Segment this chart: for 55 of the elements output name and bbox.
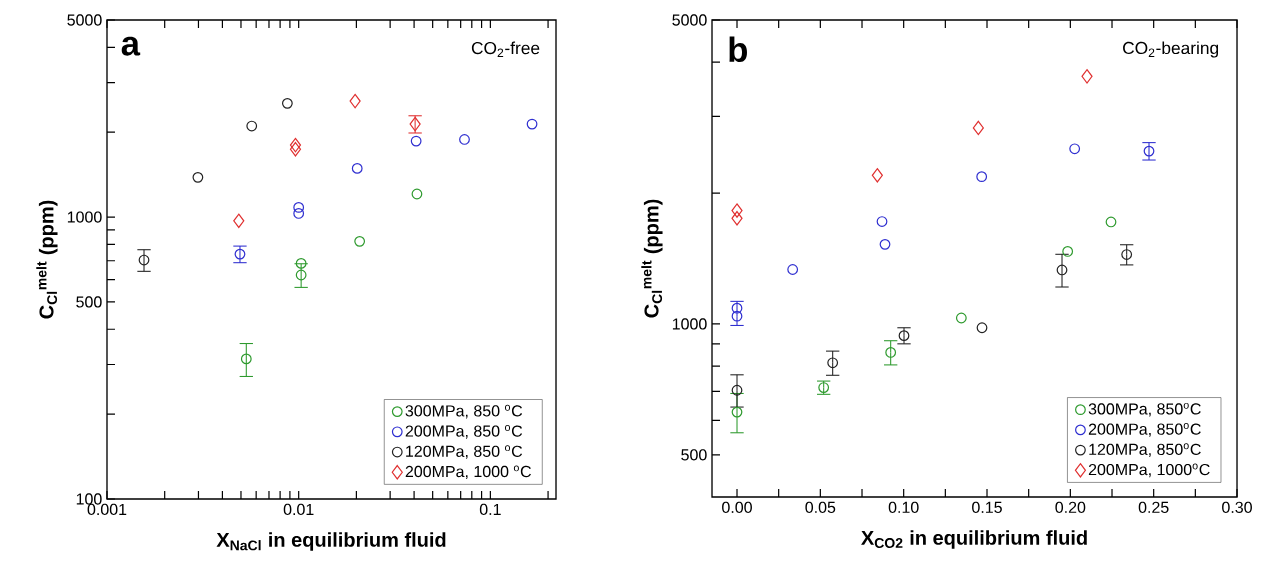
point bbox=[827, 357, 839, 369]
point bbox=[976, 322, 988, 334]
x-tick-label: 0.25 bbox=[1138, 501, 1169, 514]
point bbox=[1062, 246, 1074, 257]
legend-label: 120MPa, 850$^{o}$C bbox=[1089, 443, 1201, 457]
point bbox=[1069, 143, 1081, 155]
point bbox=[731, 211, 743, 226]
y-tick-label: 1000 bbox=[67, 211, 102, 223]
y-tick-label: 1000 bbox=[672, 318, 707, 330]
point bbox=[976, 171, 988, 183]
x-tick-label: 0.01 bbox=[283, 503, 314, 516]
x-tick-label: 0.30 bbox=[1222, 501, 1252, 514]
point bbox=[955, 312, 967, 324]
y-tick-label: 5000 bbox=[67, 14, 102, 26]
legend-label: 200MPa, 850 $^{o}$C bbox=[405, 425, 523, 439]
point bbox=[876, 216, 888, 227]
x-tick-label: 0.20 bbox=[1055, 501, 1086, 514]
legend-label: 200MPa, 850$^{o}$C bbox=[1088, 423, 1201, 437]
x-tick-label: 0.001 bbox=[87, 503, 127, 516]
point bbox=[731, 310, 743, 322]
y-tick-label: 500 bbox=[681, 449, 707, 461]
legend-label: 300MPa, 850 $^{o}$C bbox=[405, 404, 523, 419]
point bbox=[787, 264, 799, 275]
point bbox=[731, 406, 743, 418]
y-axis-title: C$_{Cl}$$^{melt}$ (ppm) bbox=[641, 199, 663, 318]
x-axis-title: X$_{NaCl}$ in equilibrium fluid bbox=[216, 532, 446, 551]
legend-label: 200MPa, 1000$^{o}$C bbox=[1088, 463, 1210, 478]
annotation: b bbox=[729, 36, 747, 63]
y-tick-label: 5000 bbox=[672, 14, 707, 26]
annotation: CO$_{2}$-free bbox=[471, 41, 540, 57]
x-tick-label: 0.00 bbox=[722, 501, 752, 514]
y-tick-label: 100 bbox=[76, 493, 102, 505]
point bbox=[731, 384, 743, 396]
x-tick-label: 0.1 bbox=[479, 503, 501, 516]
legend-label: 120MPa, 850 $^{o}$C bbox=[406, 445, 523, 459]
x-tick-label: 0.15 bbox=[972, 501, 1002, 514]
point bbox=[1081, 69, 1093, 84]
point bbox=[879, 238, 891, 250]
annotation: CO$_{2}$-bearing bbox=[1123, 41, 1219, 58]
legend-label: 200MPa, 1000 $^{o}$C bbox=[405, 465, 531, 480]
point bbox=[1121, 249, 1133, 260]
point bbox=[1105, 216, 1117, 228]
y-tick-label: 500 bbox=[76, 296, 102, 308]
point bbox=[1056, 264, 1068, 276]
point bbox=[972, 120, 984, 136]
point bbox=[731, 203, 743, 218]
legend-label: 300MPa, 850$^{o}$C bbox=[1088, 402, 1201, 417]
point bbox=[871, 168, 883, 183]
y-axis-title: C$_{Cl}$$^{melt}$ (ppm) bbox=[36, 200, 58, 319]
point bbox=[1143, 145, 1155, 157]
x-tick-label: 0.10 bbox=[888, 501, 919, 514]
x-tick-label: 0.05 bbox=[805, 501, 836, 514]
point bbox=[885, 347, 897, 358]
x-axis-title: X$_{CO2}$ in equilibrium fluid bbox=[861, 530, 1087, 549]
annotation: a bbox=[121, 36, 141, 56]
